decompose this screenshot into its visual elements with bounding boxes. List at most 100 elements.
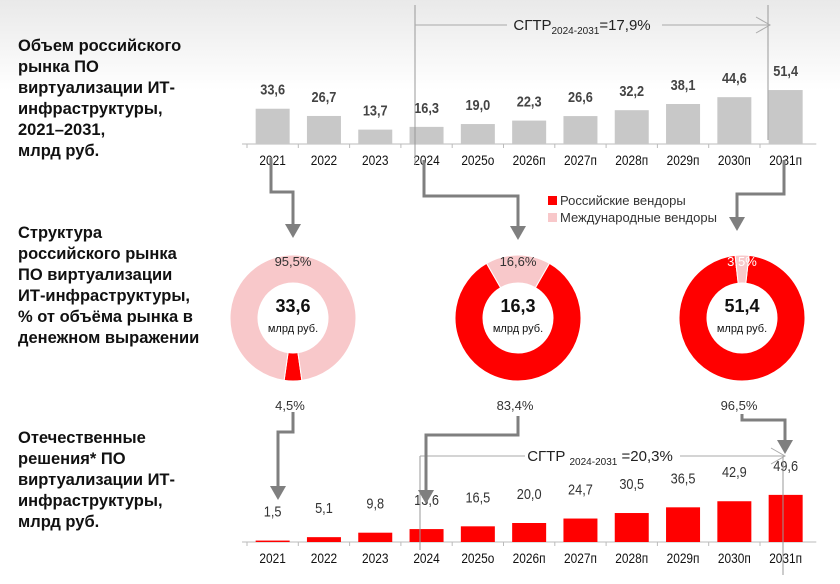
domestic-title: Отечественные решения* ПО виртуализации … (18, 429, 176, 531)
legend-label-international: Международные вендоры (560, 210, 717, 225)
legend-label-russian: Российские вендоры (560, 193, 686, 208)
arrow-2024-to-donut (422, 160, 520, 226)
market-category-label: 2026п (513, 152, 546, 168)
market-category-label: 2021 (259, 152, 285, 168)
market-category-label: 2027п (564, 152, 597, 168)
market-category-label: 2028п (615, 152, 648, 168)
domestic-category-label: 2025о (461, 550, 494, 566)
market-value-label: 22,3 (517, 93, 542, 110)
domestic-category-label: 2022 (311, 550, 337, 566)
arrow-donut-to-2021 (276, 412, 295, 486)
donut-russian-label: 4,5% (275, 398, 305, 413)
market-bar (255, 108, 290, 144)
market-title: Объем российского рынка ПО виртуализации… (18, 37, 182, 160)
donut-unit: млрд руб. (268, 323, 318, 335)
domestic-category-label: 2031п (769, 550, 802, 566)
market-category-label: 2023 (362, 152, 388, 168)
arrow-donut-to-2024 (424, 416, 520, 490)
market-cagr-arrowhead (755, 16, 772, 34)
market-value-label: 26,7 (312, 88, 337, 105)
domestic-bar (666, 507, 701, 542)
arrow-2021-to-donut (269, 158, 295, 224)
market-bar (460, 124, 495, 144)
domestic-cagr-arrowhead (770, 447, 787, 465)
domestic-bar (409, 529, 444, 542)
donut-slice-international (229, 254, 357, 381)
market-value-label: 13,7 (363, 102, 388, 119)
donut-russian-label: 96,5% (721, 398, 758, 413)
market-category-label: 2022 (311, 152, 337, 168)
arrow-2031-to-donut (735, 160, 786, 217)
domestic-category-label: 2030п (718, 550, 751, 566)
donut-unit: млрд руб. (493, 323, 543, 335)
market-value-label: 26,6 (568, 88, 593, 105)
market-bar (768, 90, 803, 144)
domestic-bar (512, 523, 547, 542)
market-category-label: 2029п (667, 152, 700, 168)
domestic-bar (460, 526, 495, 542)
domestic-value-label: 42,9 (722, 463, 747, 480)
arrow-donut-to-2031 (740, 414, 787, 440)
market-value-label: 38,1 (671, 76, 696, 93)
domestic-bar (768, 494, 803, 542)
arrow-donut-to-2031-head (777, 440, 793, 454)
domestic-value-label: 16,5 (465, 488, 490, 505)
market-category-label: 2031п (769, 152, 802, 168)
domestic-value-label: 36,5 (671, 469, 696, 486)
donut-slice-russian (678, 254, 806, 382)
market-cagr-label: СГТР2024-2031=17,9% (513, 17, 650, 37)
donut-total: 16,3 (500, 296, 535, 316)
domestic-category-label: 2028п (615, 550, 648, 566)
market-bar (409, 126, 444, 144)
donut-total: 51,4 (724, 296, 759, 316)
market-bar (512, 120, 547, 144)
domestic-value-label: 30,5 (619, 475, 644, 492)
arrow-2021-to-donut-head (285, 224, 301, 238)
arrow-donut-to-2021-head (270, 486, 286, 500)
domestic-bar (614, 513, 649, 542)
domestic-category-label: 2026п (513, 550, 546, 566)
market-bar (717, 97, 752, 144)
donut-slice-russian (454, 262, 582, 382)
domestic-bar (563, 518, 598, 542)
donut-slice-international (734, 254, 750, 284)
domestic-bar (358, 532, 393, 542)
legend-swatch-russian (548, 196, 557, 205)
donut-unit: млрд руб. (717, 323, 767, 335)
domestic-cagr-label: СГТР 2024-2031 =20,3% (527, 448, 673, 468)
market-value-label: 19,0 (465, 96, 490, 113)
donut-total: 33,6 (275, 296, 310, 316)
arrow-donut-to-2024-head (418, 490, 434, 504)
domestic-value-label: 1,5 (264, 503, 282, 520)
domestic-value-label: 49,6 (773, 457, 798, 474)
market-bar (358, 129, 393, 144)
domestic-category-label: 2027п (564, 550, 597, 566)
donut-russian-label: 83,4% (497, 398, 534, 413)
domestic-category-label: 2023 (362, 550, 388, 566)
domestic-category-label: 2024 (413, 550, 439, 566)
market-value-label: 32,2 (619, 82, 644, 99)
donut-international-label: 3,5% (727, 254, 757, 269)
domestic-value-label: 5,1 (315, 499, 333, 516)
domestic-value-label: 20,0 (517, 485, 542, 502)
market-value-label: 44,6 (722, 69, 747, 86)
market-bar (666, 103, 701, 144)
market-bar (614, 110, 649, 144)
legend-swatch-international (548, 213, 557, 222)
domestic-bar (255, 540, 290, 542)
market-category-label: 2030п (718, 152, 751, 168)
structure-title: Структура российского рынка ПО виртуализ… (18, 224, 200, 347)
market-value-label: 33,6 (260, 81, 285, 98)
market-value-label: 51,4 (773, 62, 798, 79)
domestic-value-label: 9,8 (366, 495, 384, 512)
domestic-bar (306, 537, 341, 542)
market-category-label: 2025о (461, 152, 494, 168)
market-value-label: 16,3 (414, 99, 439, 116)
donut-international-label: 95,5% (275, 254, 312, 269)
domestic-bar (717, 501, 752, 542)
domestic-category-label: 2029п (667, 550, 700, 566)
market-bar (306, 115, 341, 144)
donut-international-label: 16,6% (500, 254, 537, 269)
arrow-2024-to-donut-head (510, 226, 526, 240)
